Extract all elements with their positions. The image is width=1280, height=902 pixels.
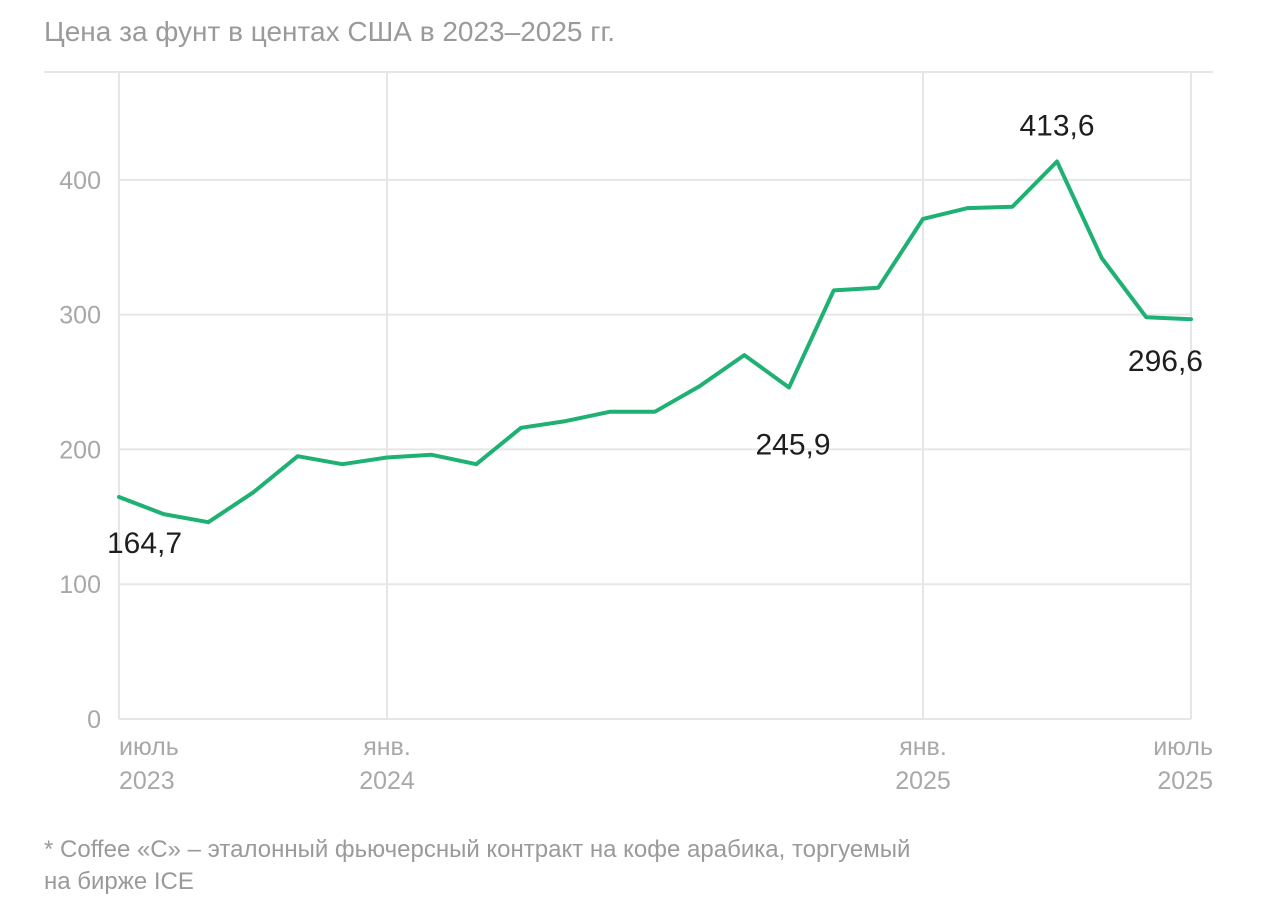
y-tick-label: 0 — [87, 706, 101, 734]
y-tick-label: 200 — [59, 436, 101, 464]
y-tick-label: 400 — [59, 167, 101, 195]
data-label: 296,6 — [1128, 345, 1203, 378]
data-label: 413,6 — [1019, 110, 1094, 143]
annotations: 164,7 245,9 413,6 296,6 — [107, 110, 1203, 560]
y-axis: 0 100 200 300 400 — [59, 167, 101, 734]
grid — [44, 71, 1213, 720]
x-tick-label: янв. — [363, 733, 411, 761]
footnote-line-2: на бирже ICE — [44, 868, 194, 895]
data-label: 164,7 — [107, 527, 182, 560]
y-tick-label: 100 — [59, 571, 101, 599]
x-tick-label: 2025 — [1157, 767, 1213, 795]
series-line — [117, 159, 1193, 525]
series — [117, 159, 1193, 525]
footnote-line-1: * Coffee «C» – эталонный фьючерсный конт… — [44, 836, 910, 863]
chart-title: Цена за фунт в центах США в 2023–2025 гг… — [44, 16, 615, 47]
x-tick-label: 2025 — [895, 767, 951, 795]
x-tick-label: янв. — [899, 733, 947, 761]
x-tick-label: июль — [1153, 733, 1213, 761]
x-tick-label: 2023 — [119, 767, 175, 795]
x-tick-label: июль — [119, 733, 179, 761]
data-label: 245,9 — [755, 429, 830, 462]
y-tick-label: 300 — [59, 302, 101, 330]
x-tick-label: 2024 — [359, 767, 415, 795]
x-axis: июль 2023 янв. 2024 янв. 2025 июль 2025 — [119, 733, 1213, 795]
